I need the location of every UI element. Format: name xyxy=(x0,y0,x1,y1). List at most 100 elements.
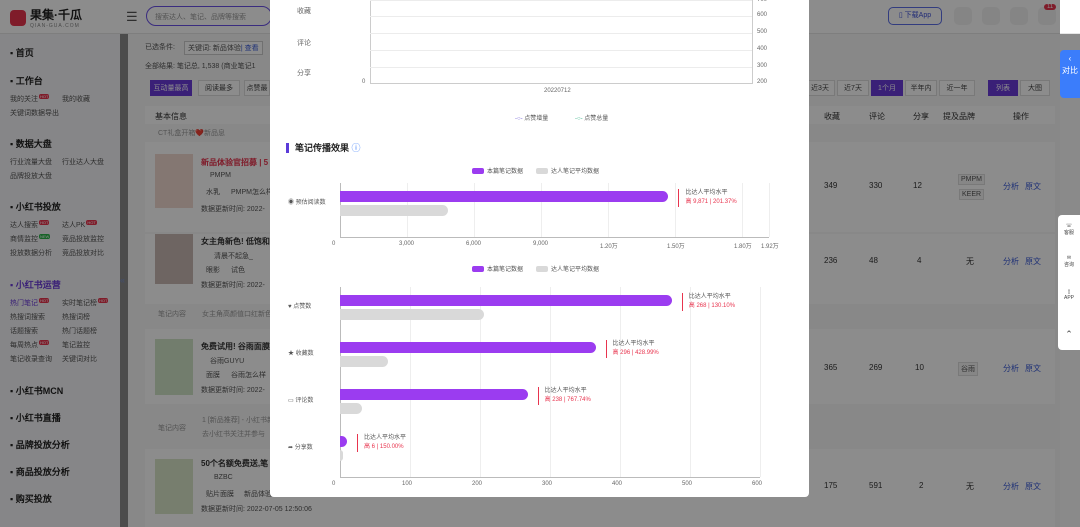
note-tag[interactable]: 眼影 xyxy=(206,267,220,274)
sidebar-item-competitor-monitor[interactable]: 竞品投放监控 xyxy=(62,236,104,243)
range-1-month[interactable]: 1个月 xyxy=(871,80,903,96)
app-button[interactable]: ▯ APP xyxy=(1063,289,1074,301)
note-tag[interactable]: 谷雨怎么样 xyxy=(231,372,266,379)
tab-most-liked[interactable]: 点赞最 xyxy=(244,80,270,96)
note-author[interactable]: BZBC xyxy=(214,474,233,481)
sidebar-item-note-collect[interactable]: 笔记收录查询 xyxy=(10,356,52,363)
sidebar-item-keyword-compare[interactable]: 关键词对比 xyxy=(62,356,97,363)
note-tag[interactable]: 试色 xyxy=(231,267,245,274)
sidebar-item-topic-rank[interactable]: 热门话题榜 xyxy=(62,328,97,335)
menu-toggle-icon[interactable]: ☰ xyxy=(126,9,138,24)
note-author[interactable]: PMPM xyxy=(210,172,231,179)
note-tag[interactable]: 新品体验 xyxy=(244,491,272,498)
bar-average[interactable] xyxy=(340,403,362,414)
sidebar-item-brand-hot[interactable]: 品牌投放大盘 xyxy=(10,173,52,180)
analyze-link[interactable]: 分析 xyxy=(1003,482,1019,491)
back-to-top-icon[interactable]: ⌃ xyxy=(1065,329,1073,339)
tab-most-interaction[interactable]: 互动量最高 xyxy=(150,80,192,96)
bar-current[interactable] xyxy=(340,389,528,400)
filter-chip[interactable]: 关键词: 新品体验| 查看 xyxy=(184,41,263,55)
vip-icon[interactable] xyxy=(954,7,972,25)
note-tag[interactable]: 贴片面膜 xyxy=(206,491,234,498)
original-link[interactable]: 原文 xyxy=(1025,182,1041,191)
bar-average[interactable] xyxy=(340,205,449,216)
sidebar-item-topic-search[interactable]: 话题搜索 xyxy=(10,328,38,335)
note-author[interactable]: 谷雨GUYU xyxy=(210,358,245,365)
sidebar-section-brand-analysis[interactable]: ▪ 品牌投放分析 xyxy=(10,440,70,450)
note-thumbnail[interactable] xyxy=(155,339,193,395)
chart2-legend-current[interactable]: 本篇笔记数据 xyxy=(472,264,523,273)
range-1-year[interactable]: 近一年 xyxy=(939,80,975,96)
brand-tag[interactable]: 谷雨 xyxy=(958,362,978,376)
analyze-link[interactable]: 分析 xyxy=(1003,364,1019,373)
sidebar-section-buy-invest[interactable]: ▪ 购买投放 xyxy=(10,494,52,504)
sidebar-section-xhs-mcn[interactable]: ▪ 小红书MCN xyxy=(10,386,64,396)
bar-average[interactable] xyxy=(340,356,389,367)
chart2-legend-avg[interactable]: 达人笔记平均数据 xyxy=(536,264,599,273)
note-title[interactable]: 免费试用! 谷雨面膜 xyxy=(201,342,270,351)
analyze-link[interactable]: 分析 xyxy=(1003,257,1019,266)
sidebar-section-data-market[interactable]: ▪ 数据大盘 xyxy=(10,139,52,149)
customer-service-button[interactable]: ☏ 客服 xyxy=(1063,223,1074,236)
sidebar-section-xhs-invest[interactable]: ▪ 小红书投放 xyxy=(10,202,61,212)
note-thumbnail[interactable] xyxy=(155,234,193,284)
note-thumbnail[interactable] xyxy=(155,459,193,514)
original-link[interactable]: 原文 xyxy=(1025,482,1041,491)
bar-average[interactable] xyxy=(340,309,485,320)
note-title[interactable]: 50个名额免费送,笔 xyxy=(201,459,269,468)
message-icon[interactable] xyxy=(1038,7,1056,25)
brand-tag[interactable]: PMPM xyxy=(958,174,985,185)
header-share[interactable]: 分享 xyxy=(913,112,929,121)
note-tag[interactable]: PMPM怎么样 xyxy=(231,189,273,196)
note-tag[interactable]: 水乳 xyxy=(206,189,220,196)
sidebar-item-hot-notes[interactable]: 热门笔记 HOT xyxy=(10,298,50,307)
sidebar-item-my-follow[interactable]: 我的关注 HOT xyxy=(10,94,50,103)
note-thumbnail[interactable] xyxy=(155,154,193,208)
brand-tag[interactable]: KEER xyxy=(959,189,985,200)
range-half-year[interactable]: 半年内 xyxy=(905,80,937,96)
sidebar-section-xhs-ops[interactable]: ▪ 小红书运营 xyxy=(10,280,61,290)
compare-float-button[interactable]: ‹ 对比 xyxy=(1060,50,1080,98)
sidebar-collapse-icon[interactable]: « xyxy=(120,275,126,285)
sidebar-section-product-analysis[interactable]: ▪ 商品投放分析 xyxy=(10,467,70,477)
sidebar-item-hot-rank[interactable]: 热搜词榜 xyxy=(62,314,90,321)
view-grid[interactable]: 大图 xyxy=(1020,80,1050,96)
bar-current[interactable] xyxy=(340,295,672,306)
sidebar-item-keyword-export[interactable]: 关键词数据导出 xyxy=(10,110,59,117)
sidebar-item-industry-traffic[interactable]: 行业流量大盘 xyxy=(10,159,52,166)
sidebar-item-invest-compare[interactable]: 竞品投放对比 xyxy=(62,250,104,257)
sidebar-item-realtime-notes[interactable]: 实时笔记榜 HOT xyxy=(62,298,109,307)
view-list[interactable]: 列表 xyxy=(988,80,1018,96)
sidebar-item-note-monitor[interactable]: 笔记监控 xyxy=(62,342,90,349)
sidebar-item-kol-search[interactable]: 达人搜索 HOT xyxy=(10,220,50,229)
sidebar-item-hot-topics[interactable]: 热搜词搜索 xyxy=(10,314,45,321)
sidebar-item-kol-pk[interactable]: 达人PK HOT xyxy=(62,220,97,229)
chart1-legend-avg[interactable]: 达人笔记平均数据 xyxy=(536,166,599,175)
chart1-legend-current[interactable]: 本篇笔记数据 xyxy=(472,166,523,175)
consult-button[interactable]: ✉ 咨询 xyxy=(1063,255,1074,268)
note-title[interactable]: 新品体验官招募 | 5 xyxy=(201,158,269,167)
note-title[interactable]: 女主角新色! 低饱和 xyxy=(201,237,270,246)
range-3-days[interactable]: 近3天 xyxy=(805,80,835,96)
search-input[interactable]: 搜索达人、笔记、品牌等搜索 xyxy=(146,6,272,26)
sidebar-section-xhs-live[interactable]: ▪ 小红书直播 xyxy=(10,413,61,423)
apps-icon[interactable] xyxy=(982,7,1000,25)
original-link[interactable]: 原文 xyxy=(1025,364,1041,373)
sidebar-item-industry-hot[interactable]: 行业达人大盘 xyxy=(62,159,104,166)
bar-current[interactable] xyxy=(340,436,347,447)
sidebar-item-hot-spots[interactable]: 每周热点 HOT xyxy=(10,340,50,349)
header-comment[interactable]: 评论 xyxy=(869,112,885,121)
top-chart-legend-total[interactable]: -○- 点赞总量 xyxy=(575,116,609,122)
sidebar-item-brand-monitor[interactable]: 商情监控 NEW xyxy=(10,234,51,243)
bar-average[interactable] xyxy=(340,450,343,461)
sidebar-item-home[interactable]: ▪ 首页 xyxy=(10,48,34,58)
sidebar-item-my-collect[interactable]: 我的收藏 xyxy=(62,96,90,103)
tab-most-read[interactable]: 阅读最多 xyxy=(198,80,240,96)
bar-current[interactable] xyxy=(340,191,669,202)
original-link[interactable]: 原文 xyxy=(1025,257,1041,266)
help-icon[interactable]: ⓘ xyxy=(351,143,361,153)
analyze-link[interactable]: 分析 xyxy=(1003,182,1019,191)
top-chart-legend-increment[interactable]: -○- 点赞增量 xyxy=(515,116,549,122)
help-icon[interactable] xyxy=(1010,7,1028,25)
note-tag[interactable]: 面膜 xyxy=(206,372,220,379)
